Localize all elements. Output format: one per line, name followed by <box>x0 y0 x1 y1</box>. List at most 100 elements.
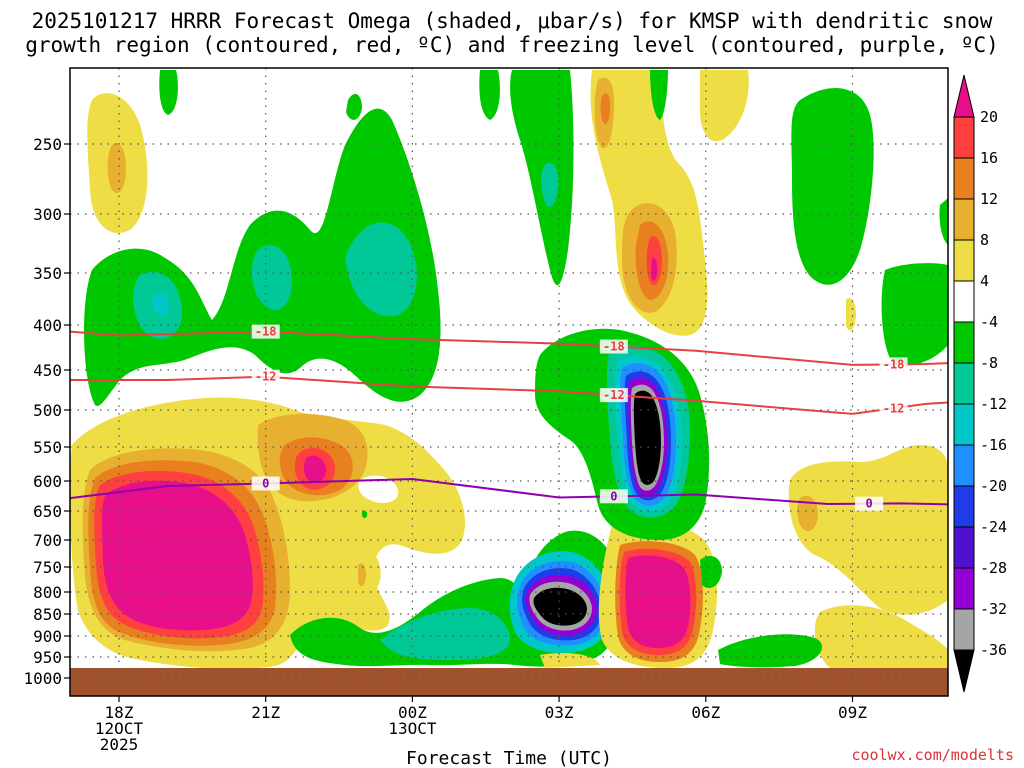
contour-label: -18 <box>255 325 277 339</box>
colorbar-extend-top <box>953 74 975 118</box>
colorbar-bin <box>953 280 975 323</box>
omega-region <box>358 475 399 503</box>
contour-label: 0 <box>262 476 269 490</box>
contour-label: -12 <box>255 370 277 384</box>
contour-label: -18 <box>883 357 905 371</box>
colorbar-bin <box>953 526 975 569</box>
colorbar-label: -8 <box>980 354 998 372</box>
chart-title-line-1: 2025101217 HRRR Forecast Omega (shaded, … <box>32 9 993 33</box>
ground-below-surface <box>70 668 948 696</box>
y-tick-label: 700 <box>33 531 62 550</box>
y-tick-label: 450 <box>33 361 62 380</box>
colorbar-label: -12 <box>980 395 1007 413</box>
colorbar-label: 8 <box>980 231 989 249</box>
contour-label-bg <box>599 489 628 504</box>
omega-region <box>600 93 611 125</box>
x-tick-sublabel: 13OCT <box>388 719 437 738</box>
colorbar-label: -4 <box>980 313 998 331</box>
x-tick-sublabel: 2025 <box>100 735 139 754</box>
contour-label-bg <box>879 401 908 416</box>
omega-region <box>251 245 293 311</box>
contour-label-bg <box>855 496 884 511</box>
y-tick-label: 900 <box>33 627 62 646</box>
omega-region <box>939 198 948 245</box>
y-tick-label: 750 <box>33 558 62 577</box>
x-axis-label: Forecast Time (UTC) <box>406 748 612 768</box>
y-tick-label: 950 <box>33 648 62 667</box>
y-tick-label: 250 <box>33 135 62 154</box>
y-tick-label: 500 <box>33 401 62 420</box>
omega-region <box>540 653 600 668</box>
colorbar-bin <box>953 567 975 610</box>
omega-region <box>651 257 658 281</box>
y-tick-label: 1000 <box>23 669 62 688</box>
colorbar: 20 16 12 8 4 -4 -8 -12 -16 -20 -24 -28 -32 -36 <box>953 74 1007 693</box>
omega-region <box>533 587 587 626</box>
y-tick-label: 550 <box>33 438 62 457</box>
colorbar-bin <box>953 608 975 651</box>
omega-region <box>159 70 178 115</box>
omega-region <box>881 263 948 366</box>
x-tick-sublabel: 12OCT <box>95 719 144 738</box>
contour-label-bg <box>599 339 628 354</box>
colorbar-bin <box>953 403 975 446</box>
x-tick-label: 21Z <box>251 703 280 722</box>
contour-label: -12 <box>603 388 625 402</box>
omega-region <box>700 70 749 142</box>
omega-region <box>479 70 500 120</box>
omega-region <box>346 93 362 120</box>
colorbar-bin <box>953 239 975 282</box>
omega-region <box>358 563 366 587</box>
omega-region <box>788 445 948 615</box>
omega-region <box>107 143 127 194</box>
colorbar-bin <box>953 198 975 241</box>
x-tick-label: 00Z <box>398 703 427 722</box>
colorbar-label: -32 <box>980 600 1007 618</box>
y-tick-label: 600 <box>33 472 62 491</box>
omega-region <box>101 480 253 631</box>
x-tick-label: 18Z <box>105 703 134 722</box>
contour-label-bg <box>879 357 908 372</box>
y-axis: 250 300 350 400 450 500 550 600 650 700 750 800 850 9… <box>23 135 70 688</box>
omega-region <box>633 390 661 485</box>
y-tick-label: 400 <box>33 316 62 335</box>
omega-region <box>541 162 559 207</box>
contour-label: -12 <box>883 401 905 415</box>
omega-region <box>814 605 948 668</box>
omega-region <box>590 70 708 336</box>
colorbar-label: -20 <box>980 477 1007 495</box>
colorbar-extend-bottom <box>953 649 975 693</box>
y-tick-label: 350 <box>33 264 62 283</box>
colorbar-bin <box>953 157 975 200</box>
y-tick-label: 800 <box>33 583 62 602</box>
credit-text[interactable]: coolwx.com/modelts <box>851 746 1014 764</box>
omega-region <box>650 70 668 120</box>
plot-area: -18 -18 -18 -12 -12 -12 0 0 0 <box>70 68 948 696</box>
omega-region <box>152 293 170 316</box>
chart-title-line-2: growth region (contoured, red, ºC) and f… <box>25 33 999 57</box>
colorbar-bin <box>953 444 975 487</box>
colorbar-label: 16 <box>980 149 998 167</box>
colorbar-label: 12 <box>980 190 998 208</box>
contour-label: 0 <box>610 489 617 503</box>
omega-region <box>304 455 327 483</box>
omega-region <box>797 495 818 532</box>
plot-frame <box>69 67 949 697</box>
colorbar-label: 20 <box>980 108 998 126</box>
colorbar-label: -28 <box>980 559 1007 577</box>
omega-region <box>361 510 368 519</box>
omega-region <box>846 298 856 331</box>
contours: -18 -18 -18 -12 -12 -12 0 0 0 <box>70 324 948 511</box>
contour-label-bg <box>251 324 280 339</box>
contour-label-bg <box>599 388 628 403</box>
x-tick-label: 06Z <box>691 703 720 722</box>
contour-label: -18 <box>603 340 625 354</box>
colorbar-bin <box>953 362 975 405</box>
colorbar-bin <box>953 485 975 528</box>
colorbar-label: 4 <box>980 272 989 290</box>
colorbar-bin <box>953 116 975 159</box>
omega-region <box>718 634 823 668</box>
colorbar-label: -16 <box>980 436 1007 454</box>
